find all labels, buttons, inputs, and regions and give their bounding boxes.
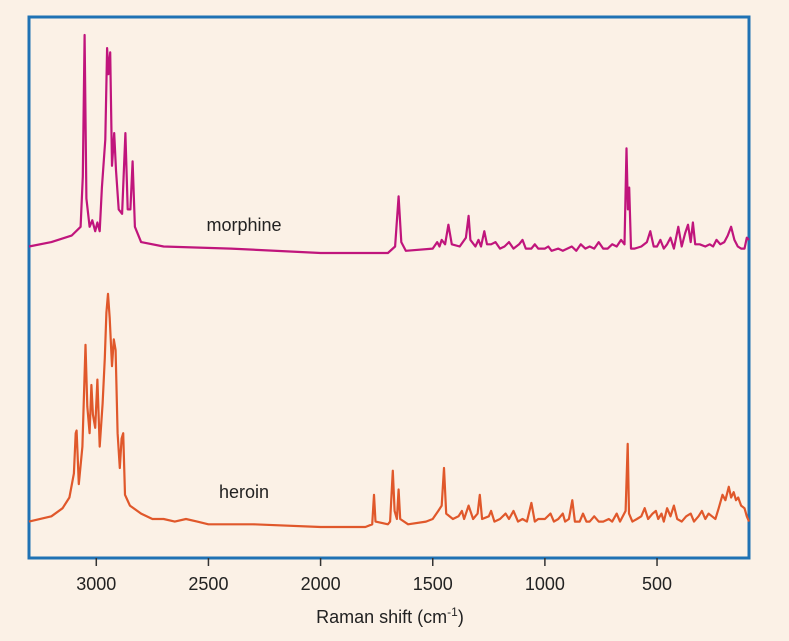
x-axis-title: Raman shift (cm-1) xyxy=(316,605,464,627)
x-tick-label: 1000 xyxy=(525,574,565,594)
x-axis-title-superscript: -1 xyxy=(447,605,458,619)
x-tick-label: 1500 xyxy=(413,574,453,594)
x-axis: 3000 2500 2000 1500 1000 500 xyxy=(76,558,672,594)
plot-frame xyxy=(27,15,751,560)
spectra-traces xyxy=(28,33,751,529)
series-label-heroin: heroin xyxy=(219,482,269,502)
spectrum-line-morphine xyxy=(28,33,750,255)
x-tick-label: 3000 xyxy=(76,574,116,594)
x-tick-label: 2500 xyxy=(188,574,228,594)
x-axis-title-main: Raman shift (cm xyxy=(316,607,447,627)
x-tick-label: 500 xyxy=(642,574,672,594)
spectrum-line-heroin xyxy=(28,292,751,529)
x-tick-label: 2000 xyxy=(301,574,341,594)
series-label-morphine: morphine xyxy=(206,215,281,235)
x-axis-title-close: ) xyxy=(458,607,464,627)
